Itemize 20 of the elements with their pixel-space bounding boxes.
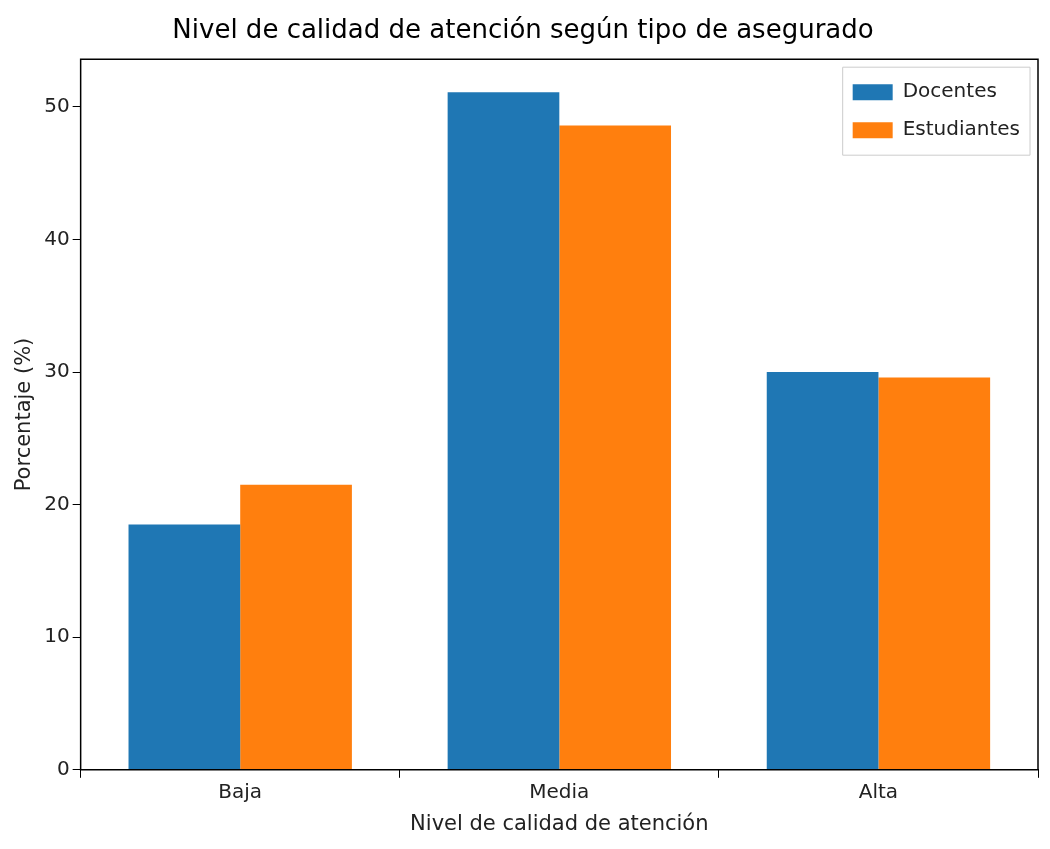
y-tick-label: 0 — [56, 756, 70, 780]
bar — [878, 377, 991, 770]
x-tick-label: Alta — [858, 779, 899, 803]
chart-title: Nivel de calidad de atención según tipo de asegurado — [172, 14, 874, 45]
y-tick-label: 50 — [44, 93, 70, 118]
bar — [766, 372, 879, 770]
y-tick-label: 10 — [44, 623, 70, 648]
legend-label: Estudiantes — [902, 116, 1020, 141]
y-tick-label: 40 — [44, 225, 70, 250]
bar — [559, 125, 672, 770]
bar — [240, 484, 352, 770]
y-tick-label: 20 — [44, 490, 70, 515]
bar — [128, 524, 241, 770]
x-axis-title: Nivel de calidad de atención — [410, 810, 709, 835]
y-tick-label: 30 — [44, 358, 70, 383]
x-tick-label: Baja — [218, 779, 263, 803]
bar — [447, 92, 560, 770]
y-axis-title: Porcentaje (%) — [11, 337, 36, 492]
legend-label: Docentes — [902, 78, 997, 103]
x-tick-label: Media — [529, 779, 590, 803]
